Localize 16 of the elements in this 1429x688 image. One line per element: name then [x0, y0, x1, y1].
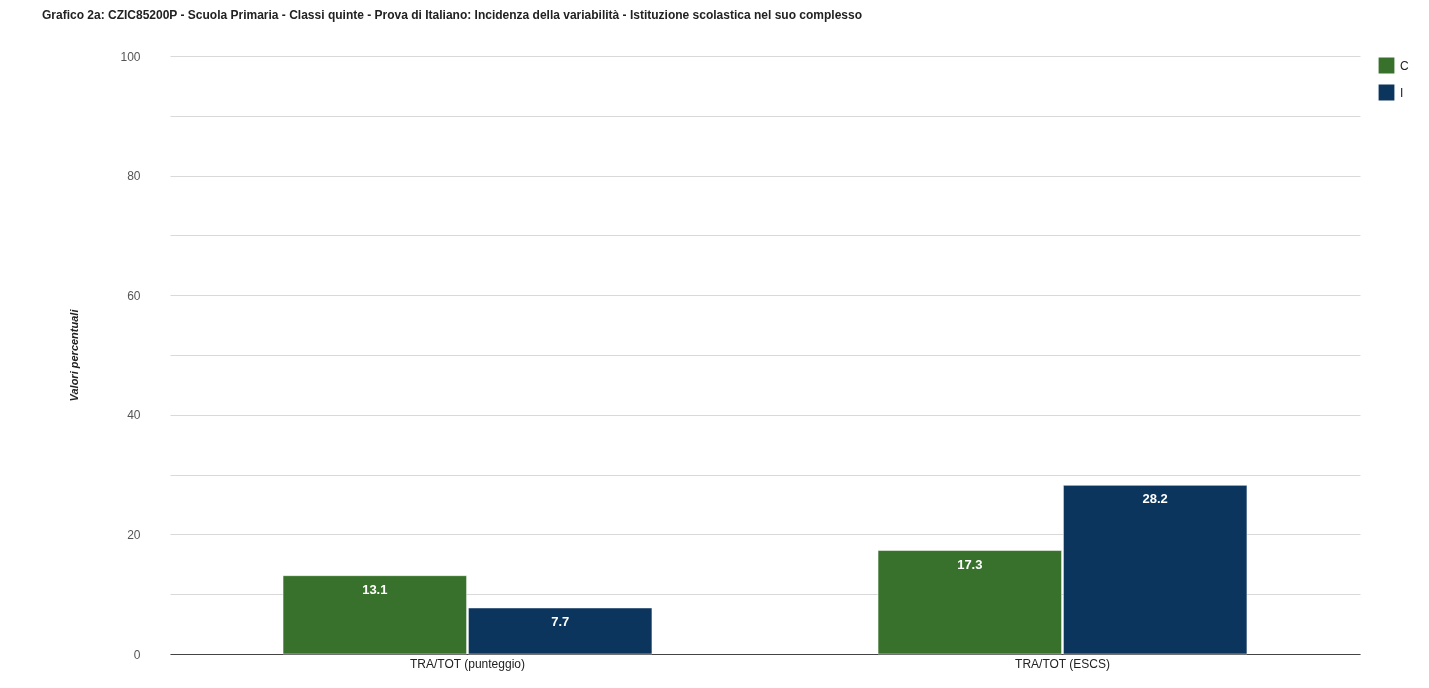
- legend-label: C: [1400, 58, 1409, 73]
- y-tick-label: 40: [127, 408, 141, 423]
- legend-label: I: [1400, 85, 1404, 100]
- y-tick-label: 60: [127, 288, 141, 303]
- x-tick-label: TRA/TOT (punteggio): [410, 656, 525, 671]
- y-tick-label: 100: [120, 49, 141, 64]
- y-tick-label: 20: [127, 527, 141, 542]
- y-tick-label: 0: [133, 647, 141, 662]
- x-tick-label: TRA/TOT (ESCS): [1015, 656, 1110, 671]
- data-label: 28.2: [1142, 491, 1168, 507]
- chart-title: Grafico 2a: CZIC85200P - Scuola Primaria - Classi quinte - Prova di Italiano: Incidenza della variabilità - Istituzione scolastica nel suo complesso: [41, 8, 863, 22]
- y-tick-label: 80: [127, 169, 141, 184]
- data-label: 17.3: [957, 556, 983, 572]
- data-label: 7.7: [551, 613, 570, 629]
- y-axis-title: Valori percentuali: [68, 308, 81, 402]
- data-label: 13.1: [362, 581, 388, 597]
